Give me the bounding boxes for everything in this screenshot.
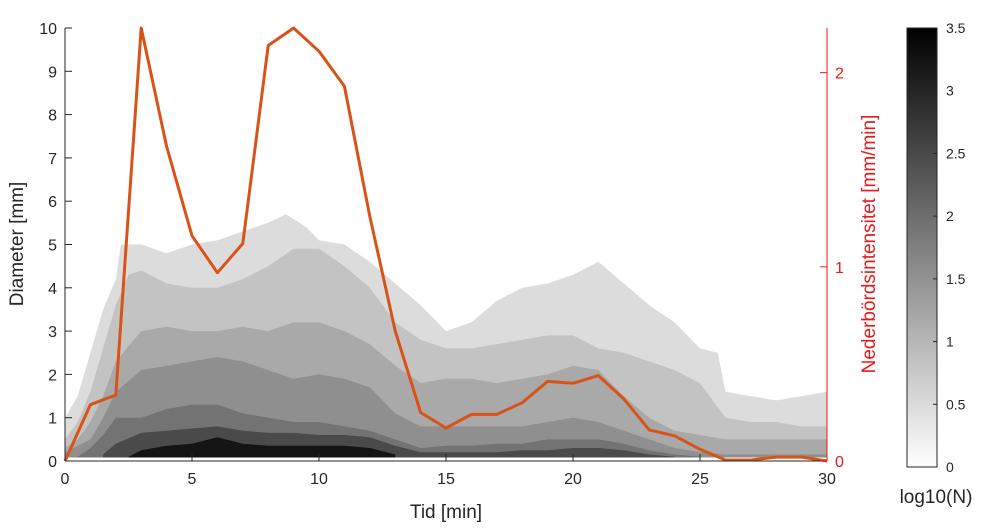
colorbar-label: log10(N) — [900, 487, 973, 508]
y-tick-label: 7 — [48, 151, 57, 168]
y-tick-label: 1 — [48, 411, 57, 428]
colorbar-tick-label: 2 — [946, 208, 954, 224]
colorbar-tick-label: 3 — [946, 83, 954, 99]
x-tick-label: 0 — [61, 471, 70, 488]
y-tick-label: 5 — [48, 238, 57, 255]
left-axis: 0 1 2 3 4 5 6 7 8 9 10 — [39, 21, 72, 471]
y-tick-label: 6 — [48, 194, 57, 211]
colorbar-gradient — [906, 27, 938, 468]
y2-tick-label: 1 — [835, 260, 844, 277]
y2-tick-label: 2 — [835, 66, 844, 83]
x-tick-label: 5 — [188, 471, 197, 488]
x-tick-label: 25 — [691, 471, 709, 488]
bottom-axis: 0 5 10 15 20 25 30 — [61, 454, 836, 488]
colorbar: 0 0.5 1 1.5 2 2.5 3 3.5 — [906, 20, 966, 475]
colorbar-ticks: 0 0.5 1 1.5 2 2.5 3 3.5 — [933, 20, 966, 475]
contour-layer — [65, 214, 827, 458]
y-tick-label: 0 — [48, 454, 57, 471]
colorbar-tick-label: 3.5 — [946, 20, 966, 36]
y-tick-label: 4 — [48, 281, 57, 298]
y-axis-label: Diameter [mm] — [7, 182, 28, 307]
x-tick-label: 30 — [818, 471, 836, 488]
x-tick-label: 20 — [564, 471, 582, 488]
colorbar-tick-label: 1 — [946, 334, 954, 350]
y-tick-label: 9 — [48, 64, 57, 81]
intensity-line — [63, 26, 828, 463]
y-tick-label: 3 — [48, 324, 57, 341]
colorbar-tick-label: 2.5 — [946, 145, 966, 161]
y-tick-label: 10 — [39, 21, 57, 38]
colorbar-tick-label: 1.5 — [946, 271, 966, 287]
y2-tick-label: 0 — [835, 454, 844, 471]
y2-axis-label: Nederbördsintensitet [mm/min] — [859, 115, 880, 374]
y-tick-label: 8 — [48, 108, 57, 125]
x-tick-label: 15 — [437, 471, 455, 488]
x-tick-label: 10 — [310, 471, 328, 488]
colorbar-tick-label: 0 — [946, 459, 954, 475]
x-axis-label: Tid [min] — [410, 502, 482, 523]
colorbar-tick-label: 0.5 — [946, 396, 966, 412]
right-axis: 0 1 2 — [820, 28, 844, 471]
y-tick-label: 2 — [48, 367, 57, 384]
contour-band-3.5 — [128, 437, 396, 458]
